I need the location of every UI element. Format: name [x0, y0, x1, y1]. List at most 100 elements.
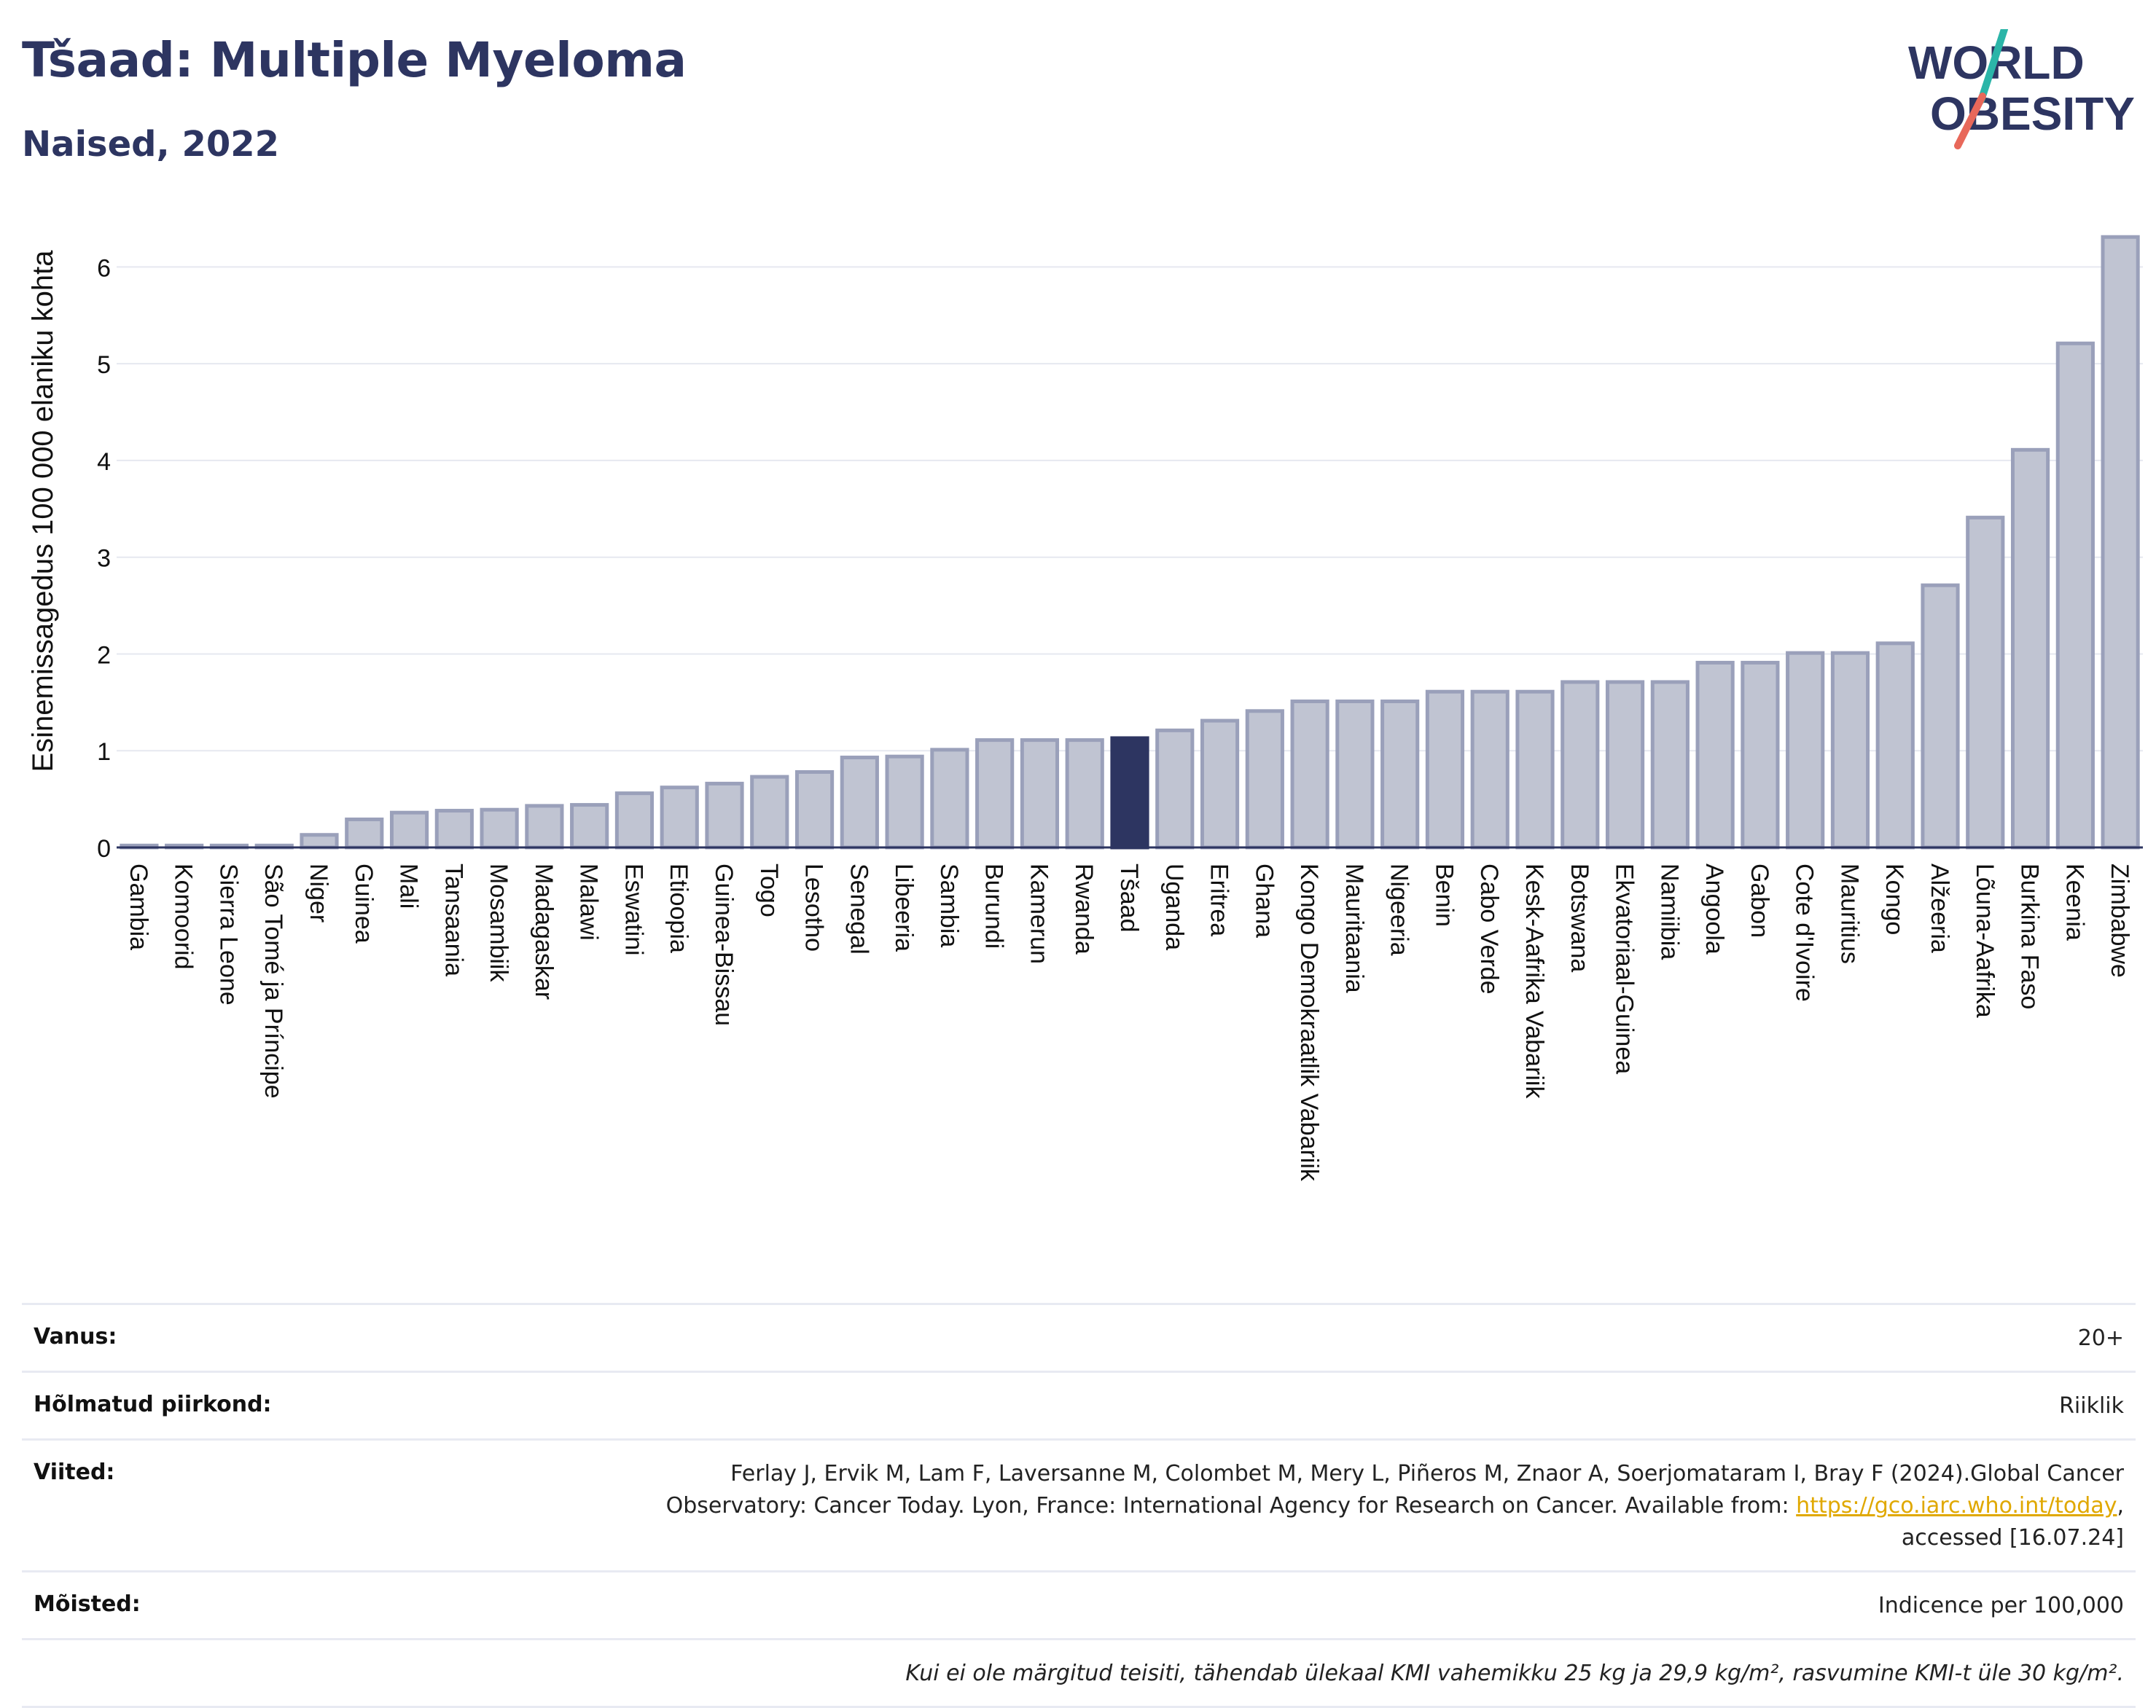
- x-tick-label: Senegal: [845, 863, 872, 955]
- bar: [1605, 680, 1645, 850]
- x-tick-label: Lõuna-Aafrika: [1971, 863, 1999, 1018]
- bar: [614, 791, 655, 850]
- bar: [1425, 689, 1465, 850]
- y-axis-ticks: 0 1 2 3 4 5 6: [97, 254, 111, 863]
- y-tick-label: 6: [97, 254, 111, 282]
- bar: [1786, 651, 1825, 850]
- age-label: Vanus:: [34, 1324, 117, 1349]
- bar: [1155, 728, 1195, 850]
- y-tick-label: 2: [97, 641, 111, 669]
- x-tick-label: Nigeeria: [1386, 863, 1413, 956]
- bar: [885, 754, 924, 850]
- info-row-note: Kui ei ole märgitud teisiti, tähendab ül…: [22, 1638, 2136, 1706]
- bar: [705, 781, 744, 850]
- x-tick-label: Eritrea: [1206, 863, 1233, 936]
- y-tick-label: 5: [97, 351, 111, 379]
- references-line3: accessed [16.07.24]: [1901, 1525, 2124, 1551]
- bar-highlight: [1110, 736, 1149, 850]
- bar: [1695, 660, 1735, 850]
- bar: [1065, 738, 1104, 850]
- references-value: Ferlay J, Ervik M, Lam F, Laversanne M, …: [34, 1458, 2124, 1554]
- bar: [1200, 718, 1240, 850]
- y-tick-label: 1: [97, 738, 111, 766]
- x-tick-label: Guinea: [350, 863, 378, 944]
- x-tick-label: Zimbabwe: [2106, 863, 2133, 978]
- x-tick-label: Tansaania: [440, 863, 467, 976]
- footnote: Kui ei ole märgitud teisiti, tähendab ül…: [905, 1661, 2124, 1686]
- x-axis-ticks: Gambia Komoorid Sierra Leone São Tomé ja Pr…: [125, 863, 2133, 1182]
- x-tick-label: Sierra Leone: [214, 863, 242, 1006]
- bar: [1380, 700, 1420, 850]
- x-tick-label: Gabon: [1746, 863, 1773, 938]
- y-axis-label: Esinemissagedus 100 000 elaniku kohta: [27, 250, 59, 772]
- bar: [480, 807, 519, 850]
- bar: [345, 817, 384, 850]
- x-tick-label: Rwanda: [1070, 863, 1098, 955]
- bar: [1020, 738, 1060, 850]
- bar: [434, 809, 474, 850]
- bar: [1966, 515, 2005, 850]
- references-line2: Observatory: Cancer Today. Lyon, France:…: [34, 1490, 2124, 1522]
- coverage-label: Hõlmatud piirkond:: [34, 1392, 272, 1417]
- x-tick-label: Mali: [395, 863, 423, 909]
- x-tick-label: Komoorid: [170, 863, 198, 970]
- x-tick-label: Cabo Verde: [1475, 863, 1503, 995]
- bar: [1335, 700, 1375, 850]
- bar: [1290, 700, 1329, 850]
- y-tick-label: 0: [97, 835, 111, 863]
- info-row-age: Vanus: 20+: [22, 1303, 2136, 1371]
- bar: [1245, 709, 1284, 850]
- references-label: Viited:: [34, 1460, 115, 1485]
- bar: [525, 804, 564, 850]
- references-link[interactable]: https://gco.iarc.who.int/today: [1796, 1493, 2117, 1519]
- x-tick-label: Mauritius: [1835, 863, 1863, 964]
- logo-slash-teal: [1977, 29, 2008, 104]
- bar: [570, 803, 609, 850]
- bar: [1470, 689, 1509, 850]
- x-tick-label: Kamerun: [1025, 863, 1052, 964]
- bar: [1741, 660, 1780, 850]
- bar: [750, 775, 789, 850]
- info-row-definitions: Mõisted: Indicence per 100,000: [22, 1570, 2136, 1638]
- bar: [2010, 447, 2050, 850]
- coverage-value: Riiklik: [2059, 1393, 2124, 1419]
- bar: [2101, 235, 2140, 850]
- bar: [660, 786, 699, 850]
- world-obesity-logo: WORLD OBESITY: [1908, 29, 2135, 149]
- references-line2-text: Observatory: Cancer Today. Lyon, France:…: [665, 1493, 1797, 1519]
- x-tick-label: Kongo: [1880, 863, 1908, 935]
- age-value: 20+: [2077, 1325, 2124, 1351]
- x-tick-label: Mosambiik: [485, 863, 512, 982]
- x-tick-label: Malawi: [575, 863, 603, 941]
- logo-slash-red: [1954, 93, 1986, 149]
- bar: [1830, 651, 1870, 850]
- references-line2-comma: ,: [2117, 1493, 2124, 1519]
- x-tick-label: Ekvatoriaal-Guinea: [1611, 863, 1639, 1074]
- x-tick-label: Kesk-Aafrika Vabariik: [1520, 863, 1548, 1099]
- info-table: Vanus: 20+ Hõlmatud piirkond: Riiklik Vi…: [22, 1303, 2136, 1708]
- x-tick-label: Sambia: [935, 863, 963, 947]
- x-tick-label: Keenia: [2061, 863, 2088, 941]
- definitions-value: Indicence per 100,000: [1878, 1593, 2124, 1618]
- x-tick-label: Burundi: [980, 863, 1008, 949]
- x-tick-label: Cote d'Ivoire: [1791, 863, 1819, 1002]
- bar: [2055, 341, 2095, 850]
- x-tick-label: Namiibia: [1655, 863, 1683, 960]
- x-tick-label: Madagaskar: [530, 863, 558, 1000]
- x-tick-label: Lesotho: [800, 863, 828, 952]
- bar: [1875, 641, 1915, 850]
- x-tick-label: Kongo Demokraatlik Vabariik: [1295, 863, 1323, 1182]
- bar-chart: 0 1 2 3 4 5 6 Gambia Komoorid Sierra Leone São To…: [27, 235, 2143, 1182]
- x-tick-label: Uganda: [1160, 863, 1188, 950]
- x-tick-label: Libeeria: [890, 863, 918, 952]
- x-tick-label: Alžeeria: [1926, 863, 1953, 953]
- x-tick-label: Benin: [1430, 863, 1458, 927]
- bar: [840, 756, 879, 850]
- x-tick-label: Togo: [755, 863, 783, 917]
- x-tick-label: Guinea-Bissau: [710, 863, 738, 1026]
- bar: [1921, 583, 1960, 850]
- page-subtitle: Naised, 2022: [22, 124, 280, 165]
- bar: [389, 810, 429, 850]
- x-tick-label: Mauritaania: [1340, 863, 1368, 993]
- bar: [1650, 680, 1690, 850]
